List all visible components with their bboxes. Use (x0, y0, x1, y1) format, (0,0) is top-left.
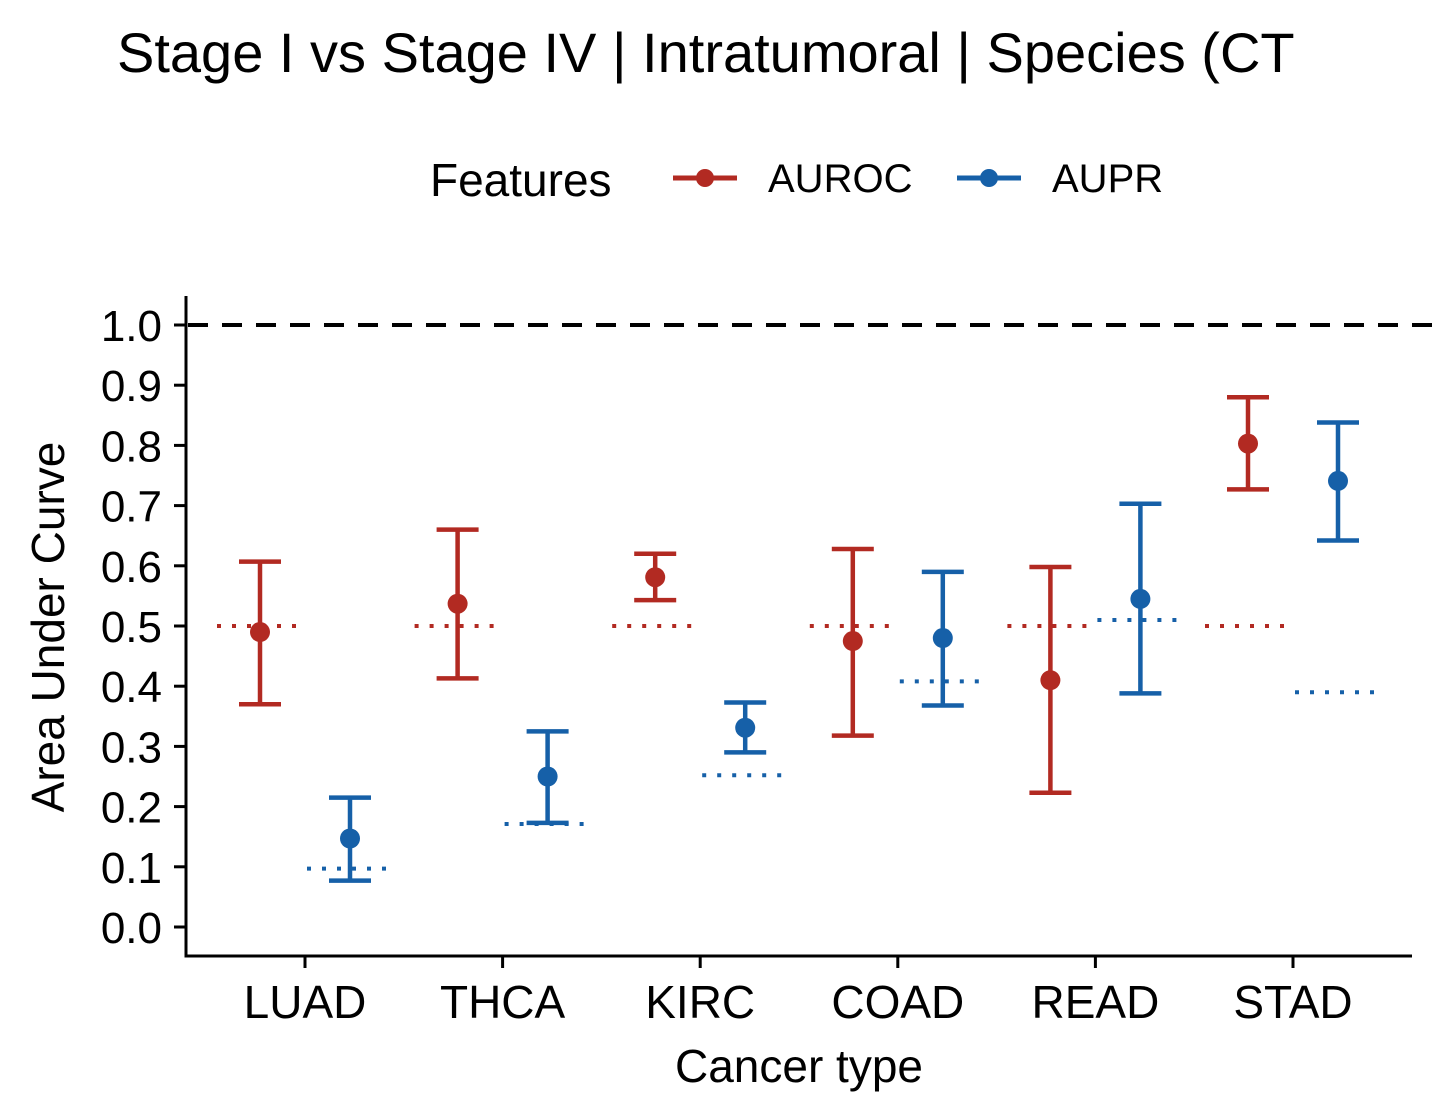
legend-label-aupr: AUPR (1052, 157, 1163, 201)
legend-title: Features (430, 154, 612, 206)
y-tick-label: 0.9 (101, 362, 162, 411)
chart-title: Stage I vs Stage IV | Intratumoral | Spe… (117, 21, 1295, 84)
y-tick-label: 0.3 (101, 723, 162, 772)
point-aupr (340, 828, 360, 849)
y-axis-title: Area Under Curve (22, 442, 74, 813)
x-tick-label: STAD (1233, 976, 1352, 1028)
y-tick-label: 0.8 (101, 422, 162, 471)
point-auroc (645, 567, 666, 588)
point-auroc (1238, 433, 1258, 454)
y-tick-label: 0.6 (101, 543, 162, 592)
legend-item-aupr: AUPR (957, 157, 1163, 201)
point-aupr (1328, 470, 1348, 491)
x-tick-label: LUAD (244, 976, 367, 1028)
y-tick-label: 0.5 (101, 603, 162, 652)
point-aupr (735, 717, 756, 738)
y-tick-label: 0.1 (101, 844, 162, 893)
y-tick-label: 0.7 (101, 483, 162, 532)
legend-marker-auroc (696, 169, 714, 187)
y-tick-label: 0.2 (101, 784, 162, 833)
x-tick-label: KIRC (645, 976, 755, 1028)
legend-marker-aupr (980, 169, 998, 187)
point-aupr (537, 766, 558, 787)
point-aupr (1130, 588, 1151, 609)
point-auroc (447, 593, 468, 614)
x-tick-label: READ (1031, 976, 1159, 1028)
y-tick-label: 0.4 (101, 663, 162, 712)
x-tick-label: COAD (831, 976, 964, 1028)
legend-label-auroc: AUROC (768, 157, 912, 201)
y-tick-label: 0.0 (101, 904, 162, 953)
point-auroc (842, 631, 863, 652)
point-auroc (1040, 670, 1061, 691)
y-tick-label: 1.0 (101, 302, 162, 351)
legend-item-auroc: AUROC (673, 157, 912, 201)
x-axis-title: Cancer type (675, 1040, 923, 1092)
legend: Features AUROC AUPR (430, 154, 1163, 206)
point-auroc (250, 622, 270, 643)
x-tick-label: THCA (440, 976, 566, 1028)
point-aupr (932, 628, 953, 649)
plot-area: 0.0 0.1 0.2 0.3 0.4 0.5 0.6 0.7 0.8 0.9 1.0 LUAD THC… (101, 296, 1440, 1028)
